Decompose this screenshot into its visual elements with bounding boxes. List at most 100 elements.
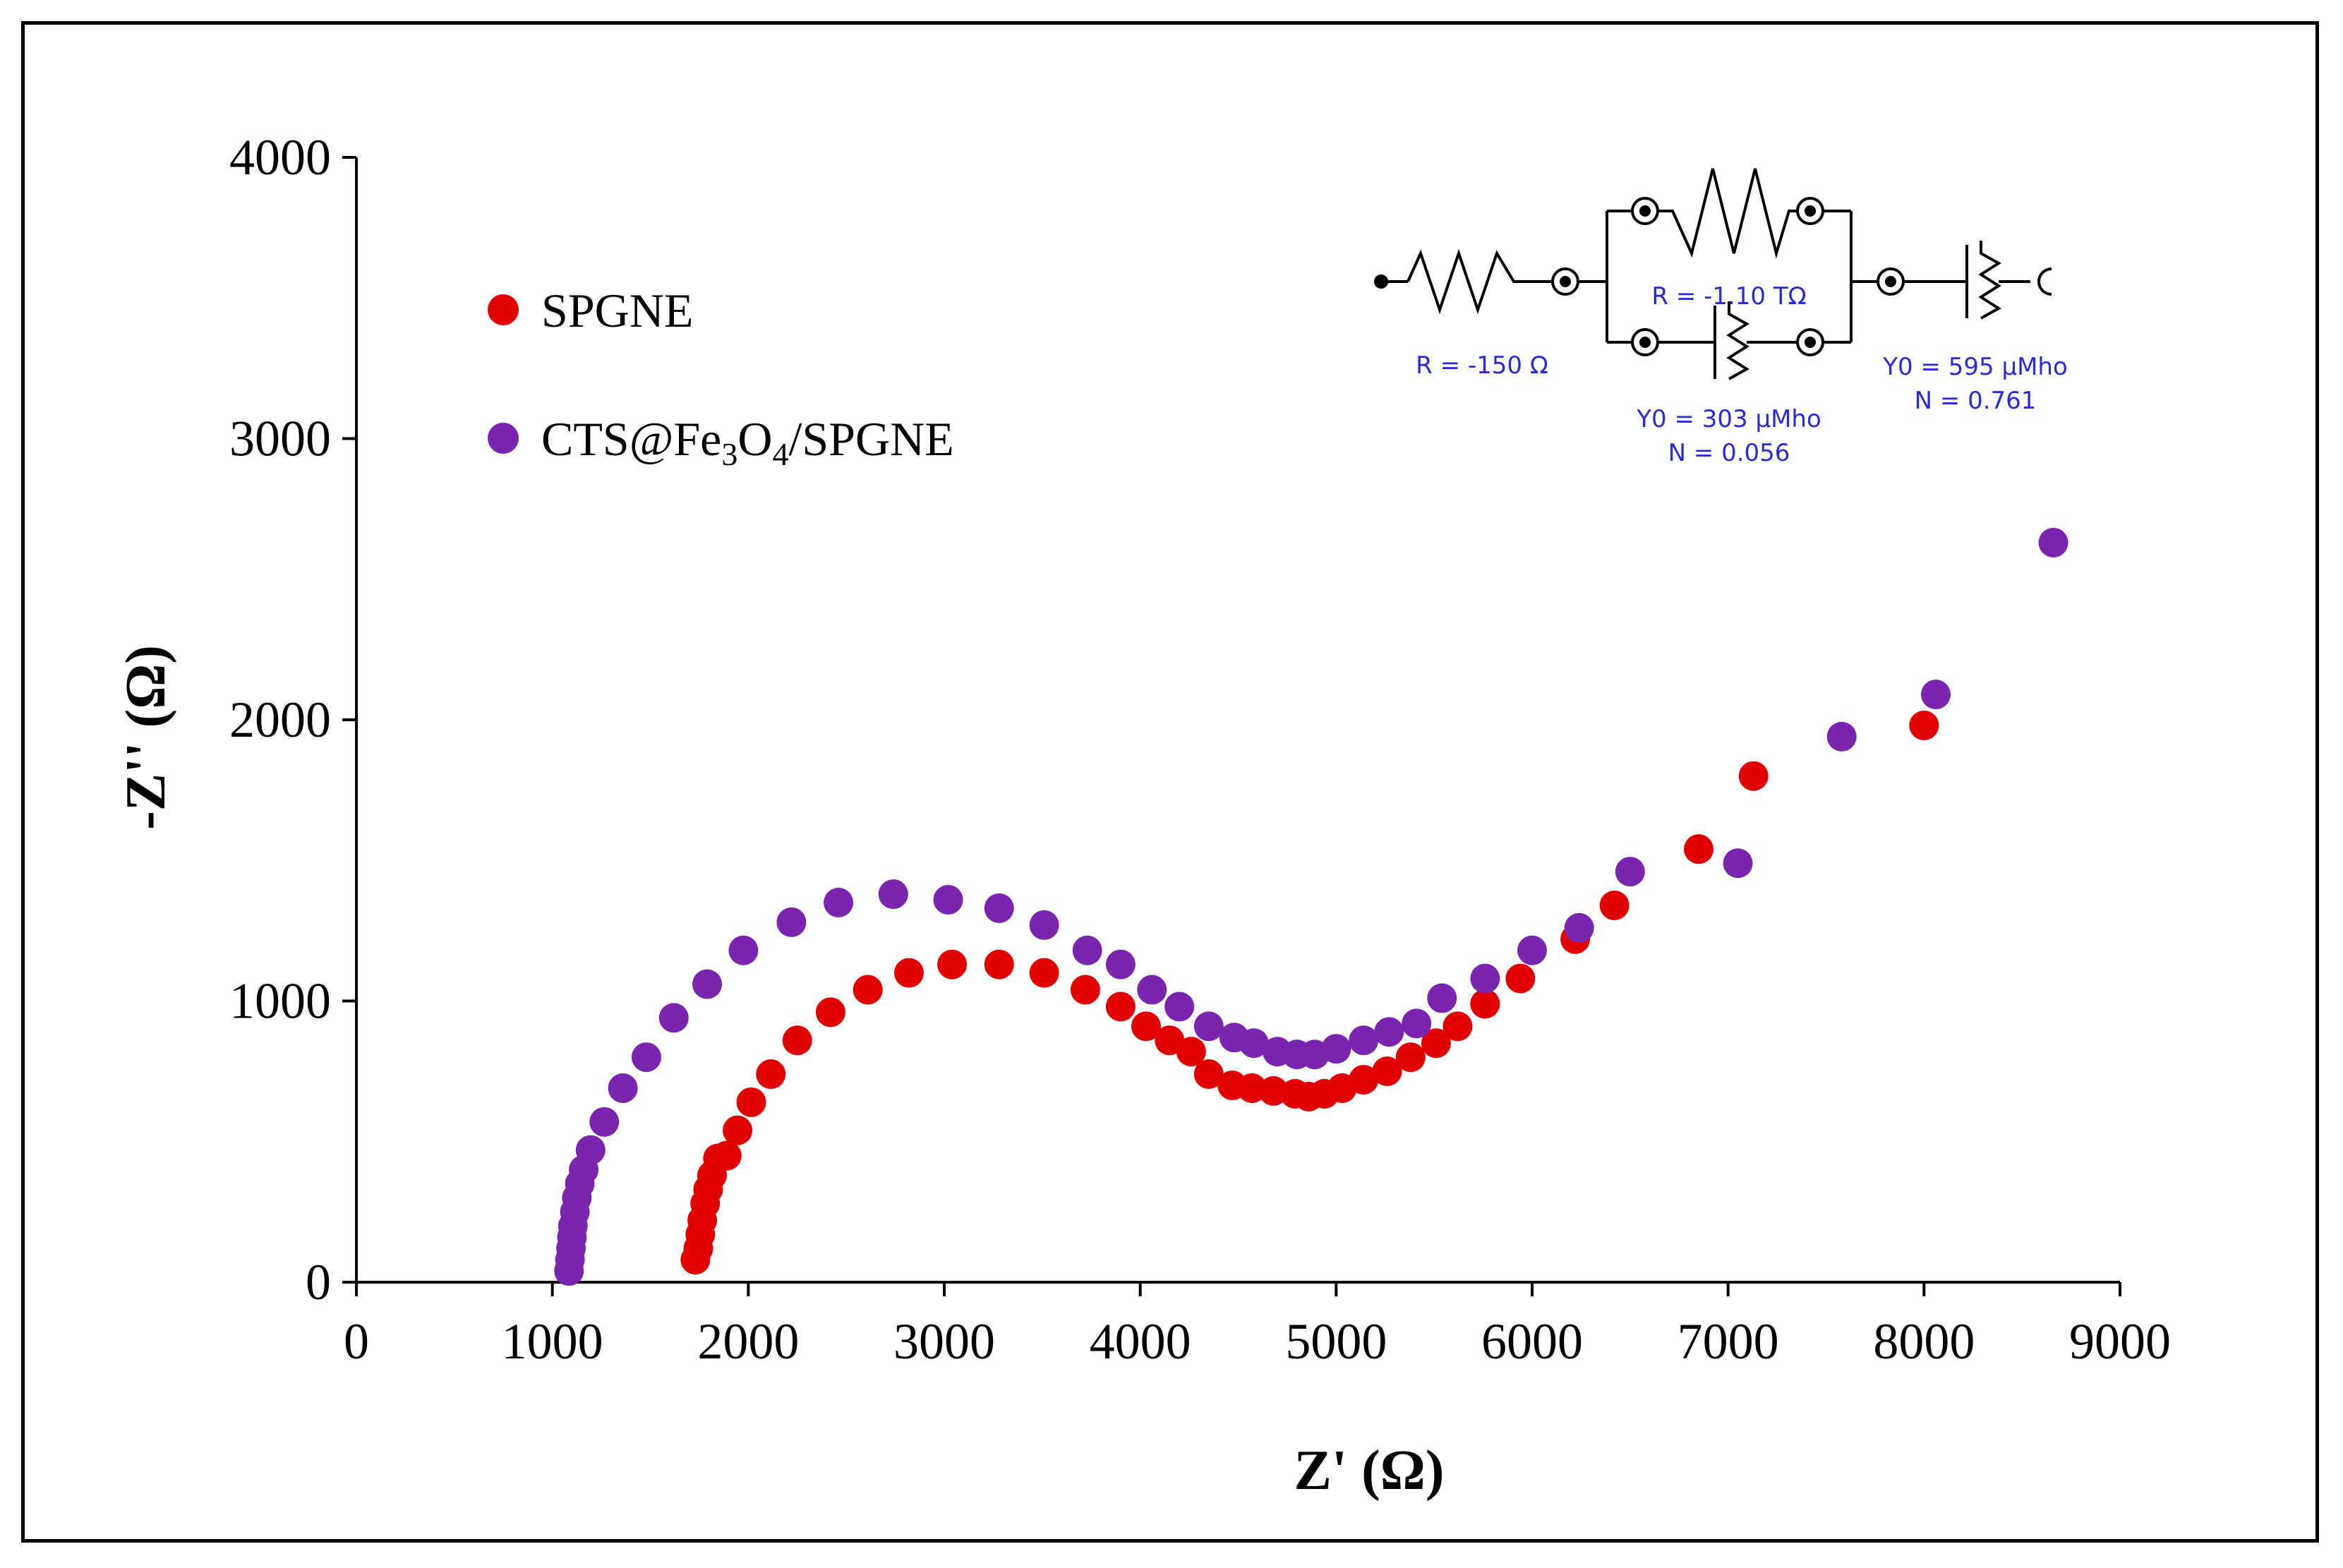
x-tick-label: 7000: [1678, 1313, 1779, 1370]
y-tick-label: 1000: [229, 973, 331, 1030]
impedance-chart: 0 1000 2000 3000 4000 5000 6000 7000 8000 9000 0 1…: [115, 129, 2171, 1502]
y-axis-title: -Z'' (Ω): [115, 645, 177, 830]
cpe2-y0-label: Y0 = 595 µMho: [1882, 353, 2068, 381]
data-point: [1738, 761, 1769, 791]
data-point: [933, 885, 963, 915]
y-tick-label: 0: [306, 1254, 331, 1310]
circuit-node-center: [1639, 205, 1651, 217]
data-point: [658, 1003, 689, 1033]
data-point: [575, 1135, 606, 1165]
circuit-labels: R = -150 Ω R = -1.10 TΩ Y0 = 303 µMho N …: [1416, 282, 2068, 467]
data-point: [1164, 991, 1195, 1022]
y-tick-label: 2000: [229, 692, 331, 748]
data-point: [1470, 963, 1500, 994]
cpe1-y0-label: Y0 = 303 µMho: [1636, 405, 1821, 433]
cpe1-n-label: N = 0.056: [1668, 439, 1790, 467]
r2-label: R = -1.10 TΩ: [1651, 282, 1806, 310]
data-point: [631, 1042, 661, 1073]
data-point: [1176, 1037, 1206, 1067]
circuit-terminal-open: [2037, 267, 2052, 296]
data-point: [1684, 834, 1714, 864]
data-point: [1029, 910, 1059, 940]
y-tick-label: 4000: [229, 129, 331, 186]
legend-item-spgne: SPGNE: [488, 284, 693, 337]
legend-label-part: O: [737, 412, 772, 466]
x-tick-label: 2000: [697, 1313, 799, 1370]
circuit-node-center: [1805, 205, 1816, 217]
x-tick-label: 3000: [893, 1313, 995, 1370]
data-point: [728, 935, 759, 965]
data-point: [608, 1073, 638, 1104]
data-point: [1517, 935, 1547, 965]
legend-label-part: /SPGNE: [788, 412, 953, 466]
data-point: [984, 893, 1014, 923]
data-point: [711, 1140, 742, 1171]
legend-marker-cts-fe3o4-spgne: [488, 423, 519, 454]
data-point: [1421, 1028, 1451, 1059]
data-point: [756, 1059, 786, 1090]
data-point: [1137, 975, 1167, 1005]
circuit-node-center: [1805, 337, 1816, 348]
r1-label: R = -150 Ω: [1416, 351, 1548, 380]
data-point: [878, 879, 908, 910]
data-point: [1599, 891, 1630, 921]
series-1: [554, 527, 2068, 1286]
data-point: [937, 949, 968, 979]
circuit-terminal-dot: [1374, 275, 1388, 289]
data-point: [1505, 963, 1536, 994]
data-point: [1131, 1011, 1161, 1042]
data-point: [1427, 983, 1457, 1013]
x-tick-label: 4000: [1090, 1313, 1191, 1370]
data-point: [894, 958, 924, 988]
data-point: [853, 975, 883, 1005]
cpe1-plate-right: [1726, 301, 1749, 380]
legend-item-cts-fe3o4-spgne: CTS@Fe3O4/SPGNE: [488, 412, 954, 472]
legend-label-subscript: 4: [772, 436, 788, 472]
data-point: [589, 1106, 620, 1137]
cpe2-n-label: N = 0.761: [1915, 387, 2037, 415]
data-point: [1909, 710, 1939, 740]
data-point: [1615, 857, 1645, 887]
data-point: [736, 1087, 766, 1117]
data-point: [692, 969, 723, 999]
legend-marker-spgne: [488, 294, 519, 325]
data-point: [1349, 1025, 1379, 1056]
x-tick-label: 1000: [502, 1313, 603, 1370]
x-tick-label: 8000: [1873, 1313, 1975, 1370]
resistor-r1: [1407, 248, 1553, 315]
data-point: [1105, 949, 1136, 979]
data-point: [1564, 912, 1594, 943]
resistor-r2: [1658, 168, 1797, 259]
data-point: [1442, 1011, 1473, 1042]
legend-label-spgne: SPGNE: [541, 284, 693, 337]
data-point: [1402, 1008, 1432, 1039]
data-point: [1072, 935, 1102, 965]
x-tick-label: 9000: [2069, 1313, 2171, 1370]
equivalent-circuit: [1374, 168, 2052, 380]
x-tick-label: 0: [344, 1313, 369, 1370]
data-point: [1193, 1059, 1224, 1090]
data-points: [554, 527, 2068, 1286]
data-point: [1470, 989, 1500, 1019]
chart-frame: 0 1000 2000 3000 4000 5000 6000 7000 8000 9000 0 1…: [21, 21, 2319, 1543]
cpe2-plate-right: [1978, 241, 2001, 320]
data-point: [1236, 1073, 1267, 1104]
data-point: [1029, 958, 1059, 988]
legend-label-cts-fe3o4-spgne: CTS@Fe3O4/SPGNE: [541, 412, 954, 472]
data-point: [2038, 527, 2068, 557]
data-point: [1395, 1042, 1426, 1073]
legend-label-subscript: 3: [721, 436, 737, 472]
x-tick-label: 5000: [1285, 1313, 1387, 1370]
circuit-node-center: [1639, 337, 1651, 348]
data-point: [1374, 1017, 1404, 1047]
data-point: [1372, 1056, 1402, 1087]
data-point: [723, 1115, 753, 1145]
x-ticks: 0 1000 2000 3000 4000 5000 6000 7000 8000 9000: [344, 1282, 2171, 1370]
y-tick-label: 3000: [229, 411, 331, 467]
circuit-node-center: [1885, 276, 1896, 287]
data-point: [824, 888, 854, 918]
legend-label-part: CTS@Fe: [541, 412, 721, 466]
circuit-node-center: [1560, 276, 1571, 287]
data-point: [1258, 1076, 1289, 1106]
data-point: [1321, 1034, 1351, 1064]
